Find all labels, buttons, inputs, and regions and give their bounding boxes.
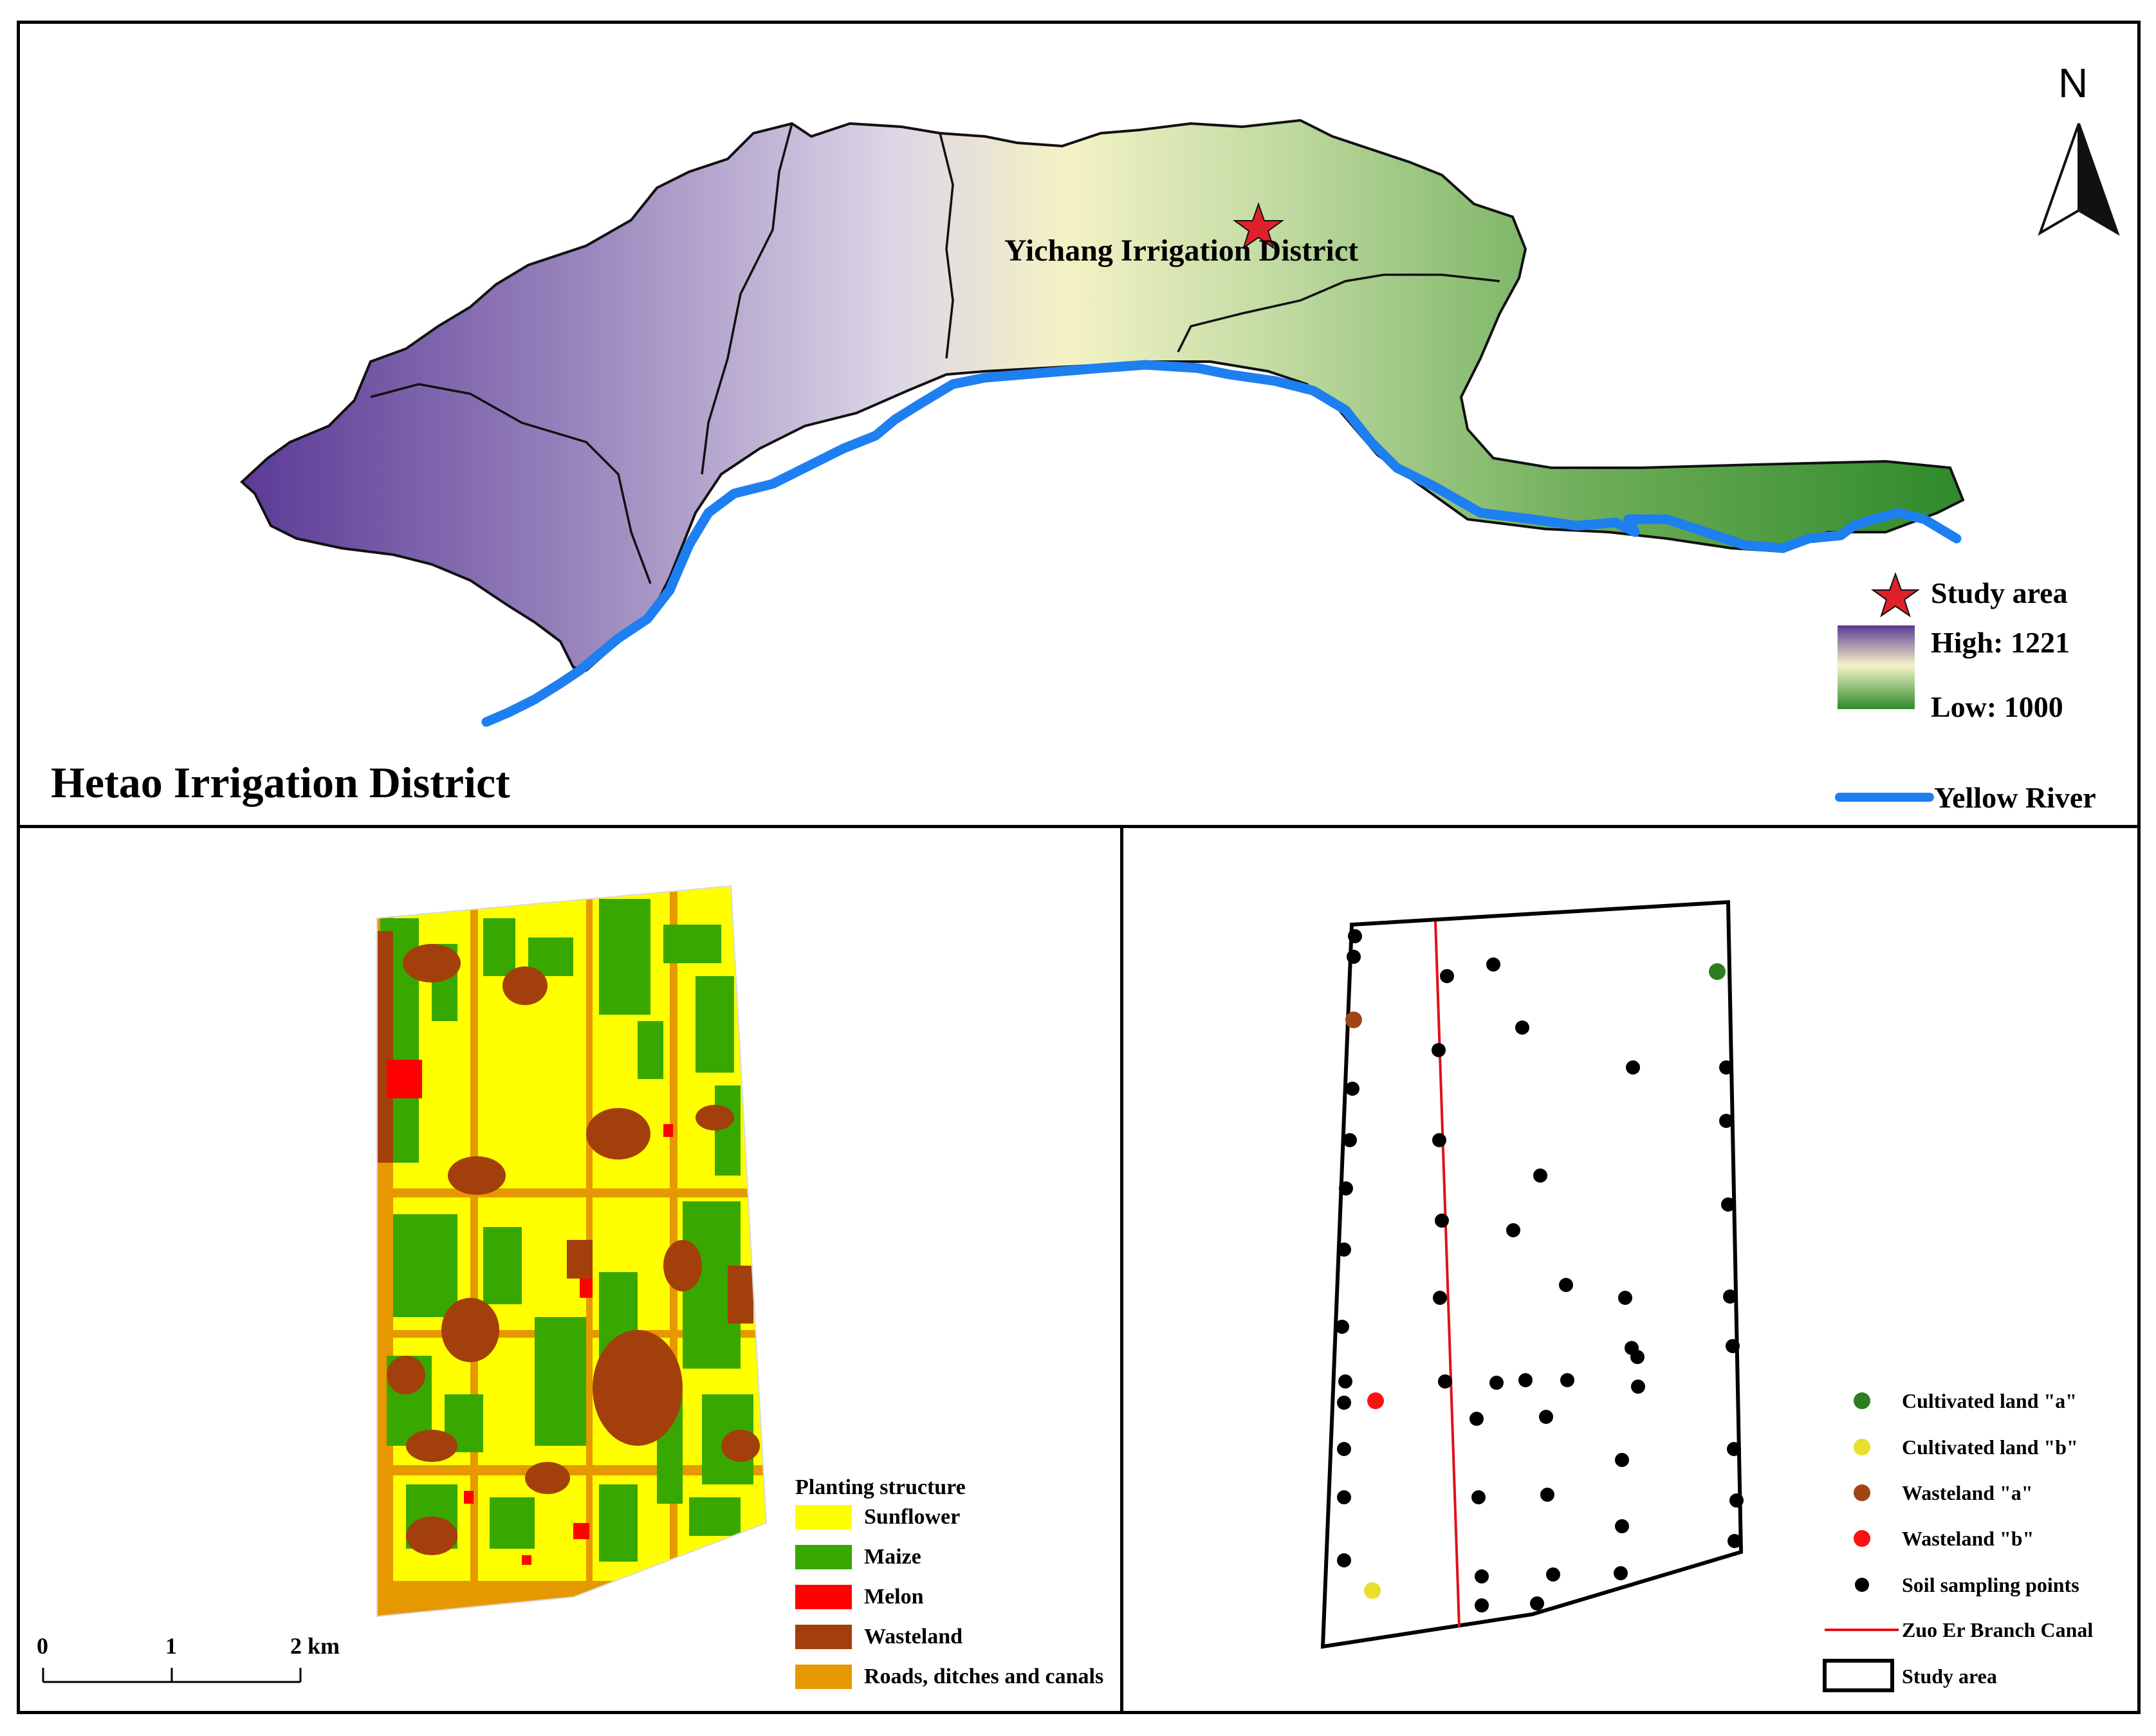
legend-swatch-roads xyxy=(795,1665,852,1689)
planting-area-outline xyxy=(376,885,768,1618)
planting-map-svg xyxy=(42,885,852,1689)
legend-star-icon xyxy=(1870,572,1921,618)
legend-label-sunflower: Sunflower xyxy=(864,1505,961,1529)
elevation-ramp xyxy=(1838,625,1915,709)
north-arrow-icon xyxy=(2038,123,2120,236)
wasteland-b-point xyxy=(1367,1392,1384,1409)
legend-label-wasteland: Wasteland xyxy=(864,1625,963,1648)
legend-label-canal: Zuo Er Branch Canal xyxy=(1902,1618,2094,1641)
legend-study-area-label: Study area xyxy=(1931,577,2068,609)
legend-label-soil-points: Soil sampling points xyxy=(1902,1573,2079,1596)
legend-label-maize: Maize xyxy=(864,1545,921,1569)
overview-map-svg xyxy=(240,118,2120,802)
planting-structure-panel: Planting structure Sunflower Maize Melon… xyxy=(17,825,1123,1714)
soil-sampling-points xyxy=(1335,929,1744,1612)
legend-label-roads: Roads, ditches and canals xyxy=(864,1665,1104,1688)
sampling-points-panel: Cultivated land "a" Cultivated land "b" … xyxy=(1120,825,2141,1714)
study-area-boundary xyxy=(1320,900,1744,1649)
legend-dot-soil-points xyxy=(1855,1578,1869,1592)
scale-tick-0: 0 xyxy=(37,1633,48,1659)
legend-swatch-sunflower xyxy=(795,1505,852,1529)
legend-dot-wasteland-a xyxy=(1854,1484,1870,1501)
legend-label-cultivated-b: Cultivated land "b" xyxy=(1902,1436,2078,1459)
hetao-district-area xyxy=(240,118,1965,672)
legend-label-study-area: Study area xyxy=(1902,1665,1997,1688)
scale-tick-2: 2 km xyxy=(290,1633,340,1659)
legend-swatch-melon xyxy=(795,1585,852,1609)
legend-river-label: Yellow River xyxy=(1934,781,2096,814)
sampling-map-svg xyxy=(1320,900,1899,1692)
legend-label-cultivated-a: Cultivated land "a" xyxy=(1902,1389,2078,1412)
legend-dot-cultivated-b xyxy=(1854,1439,1870,1455)
legend-label-melon: Melon xyxy=(864,1585,924,1609)
legend-swatch-maize xyxy=(795,1545,852,1569)
zuo-er-branch-canal xyxy=(1434,921,1460,1628)
legend-swatch-wasteland xyxy=(795,1625,852,1649)
overview-map-panel: N Yichang Irrigation District Hetao Irri… xyxy=(17,21,2141,828)
sampling-legend-symbols xyxy=(1823,1392,1899,1692)
study-area-star xyxy=(1232,201,1285,250)
legend-dot-cultivated-a xyxy=(1854,1392,1870,1409)
yellow-river xyxy=(481,360,1962,727)
scale-tick-1: 1 xyxy=(165,1633,177,1659)
cultivated-land-a-point xyxy=(1709,963,1726,980)
legend-label-wasteland-b: Wasteland "b" xyxy=(1902,1527,2034,1550)
legend-box-study-area xyxy=(1823,1659,1894,1692)
wasteland-a-point xyxy=(1345,1011,1362,1028)
planting-legend-swatches xyxy=(795,1505,852,1689)
legend-label-wasteland-a: Wasteland "a" xyxy=(1902,1481,2033,1504)
cultivated-land-b-point xyxy=(1364,1582,1381,1599)
legend-high-label: High: 1221 xyxy=(1931,626,2070,659)
legend-low-label: Low: 1000 xyxy=(1931,690,2063,723)
scale-bar xyxy=(42,1668,302,1683)
planting-legend-title: Planting structure xyxy=(795,1475,966,1499)
subdistrict-boundaries xyxy=(370,123,1500,584)
planting-raster xyxy=(377,886,766,1616)
legend-dot-wasteland-b xyxy=(1854,1530,1870,1547)
map-title: Hetao Irrigation District xyxy=(51,758,510,807)
study-district-label: Yichang Irrigation District xyxy=(1004,234,1359,268)
north-label: N xyxy=(2058,60,2088,106)
